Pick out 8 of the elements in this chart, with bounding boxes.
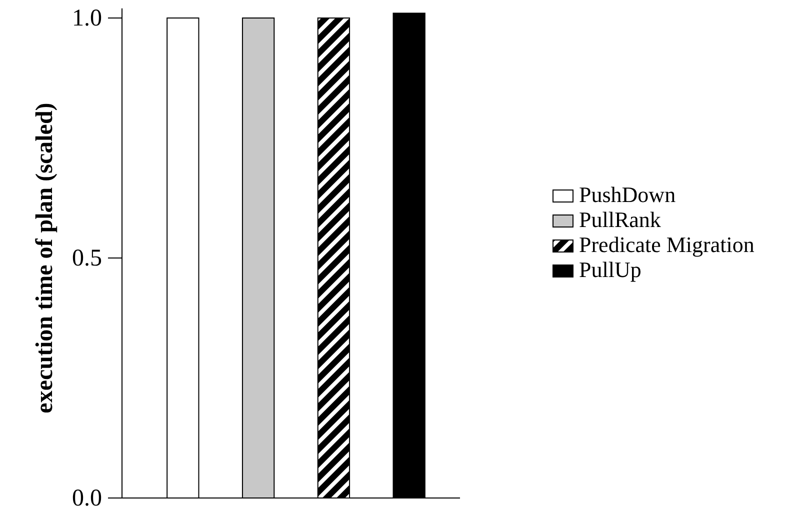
legend-label: Predicate Migration	[579, 232, 754, 257]
legend-label: PullUp	[579, 257, 642, 282]
y-tick-label: 0.5	[72, 246, 102, 272]
legend-label: PushDown	[579, 182, 676, 207]
y-tick-label: 1.0	[72, 6, 102, 32]
y-axis-title: execution time of plan (scaled)	[32, 102, 58, 414]
y-tick-label: 0.0	[72, 486, 102, 512]
legend-label: PullRank	[579, 207, 661, 232]
